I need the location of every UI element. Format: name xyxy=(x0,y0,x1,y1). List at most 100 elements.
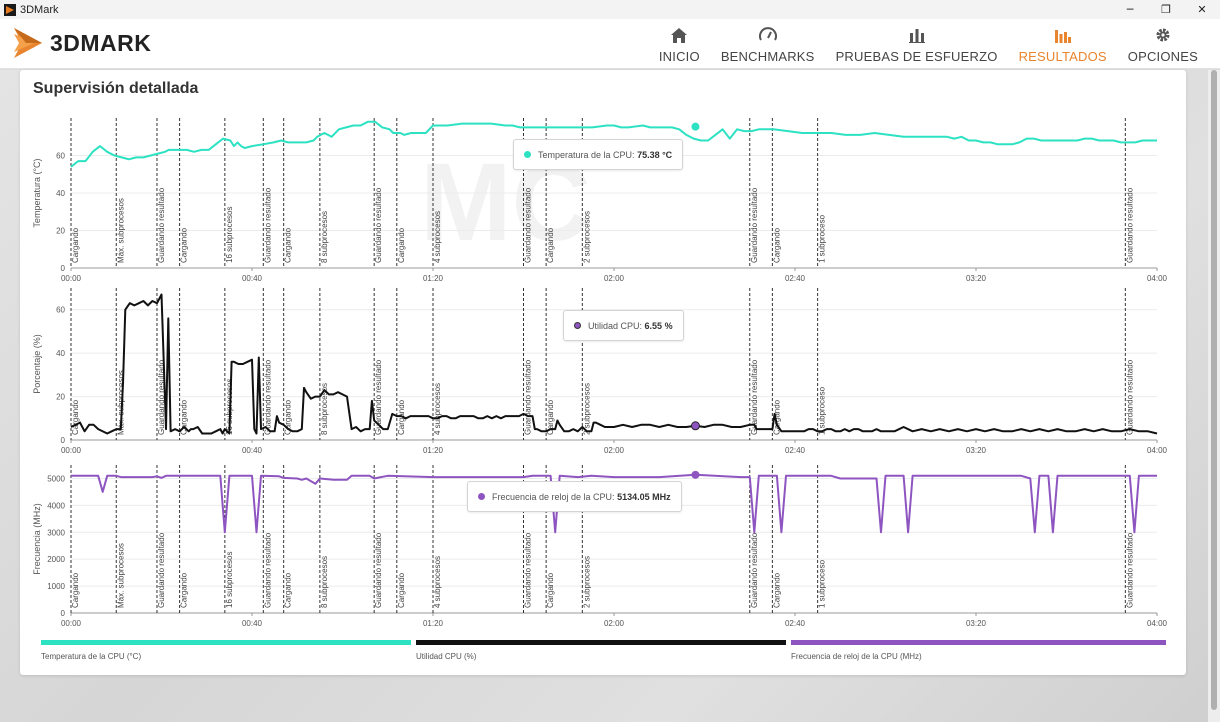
main-nav: INICIO BENCHMARKS PRUEBAS DE ESFUERZO RE… xyxy=(638,19,1198,69)
phase-marker-label: Cargando xyxy=(284,227,293,263)
phase-marker-label: Máx. subprocesos xyxy=(116,543,125,608)
phase-marker-label: 2 subprocesos xyxy=(582,556,591,608)
phase-marker-label: Guardando resultado xyxy=(524,359,533,435)
series-line xyxy=(71,473,1157,534)
nav-label: BENCHMARKS xyxy=(720,49,815,64)
gauge-icon xyxy=(758,25,778,45)
phase-marker-label: Máx. subprocesos xyxy=(116,198,125,263)
gear-icon xyxy=(1153,25,1173,45)
x-tick-label: 04:00 xyxy=(1147,619,1168,628)
x-tick-label: 01:20 xyxy=(423,446,444,455)
x-tick-label: 00:40 xyxy=(242,274,263,283)
x-tick-label: 02:00 xyxy=(604,274,625,283)
y-tick-label: 3000 xyxy=(47,528,65,537)
vertical-scrollbar[interactable] xyxy=(1208,70,1220,722)
x-tick-label: 02:00 xyxy=(604,446,625,455)
legend-util[interactable]: Utilidad CPU (%) xyxy=(416,640,786,664)
freq-tooltip: Frecuencia de reloj de la CPU: 5134.05 M… xyxy=(467,481,682,512)
phase-marker-label: Cargando xyxy=(772,572,781,608)
phase-marker-label: Cargando xyxy=(546,227,555,263)
phase-marker-label: 4 subprocesos xyxy=(433,211,442,263)
phase-marker-label: Guardando resultado xyxy=(750,532,759,608)
phase-marker-label: Cargando xyxy=(772,399,781,435)
nav-pruebas-de-esfuerzo[interactable]: PRUEBAS DE ESFUERZO xyxy=(836,19,998,69)
freq-dot-icon xyxy=(478,493,485,500)
window-controls: ─ ❐ ✕ xyxy=(1112,0,1220,19)
phase-marker-label: Máx. subprocesos xyxy=(116,370,125,435)
logo-text: 3DMARK xyxy=(50,29,152,56)
phase-marker-label: Cargando xyxy=(284,572,293,608)
logo[interactable]: 3DMARK xyxy=(14,24,151,62)
phase-marker-label: 8 subprocesos xyxy=(320,383,329,435)
phase-marker-label: Guardando resultado xyxy=(1125,187,1134,263)
legend-label: Frecuencia de reloj de la CPU (MHz) xyxy=(791,652,922,661)
y-tick-label: 60 xyxy=(56,152,65,161)
phase-marker-label: Cargando xyxy=(284,399,293,435)
x-tick-label: 00:00 xyxy=(61,274,82,283)
phase-marker-label: 8 subprocesos xyxy=(320,556,329,608)
legend-temp[interactable]: Temperatura de la CPU (°C) xyxy=(41,640,411,664)
phase-marker-label: 1 subproceso xyxy=(818,559,827,608)
3dmark-wing-icon xyxy=(14,28,42,58)
phase-marker-label: Cargando xyxy=(397,572,406,608)
maximize-button[interactable]: ❐ xyxy=(1161,3,1171,16)
y-tick-label: 20 xyxy=(56,393,65,402)
app-header: 3DMARK INICIO BENCHMARKS PRUEBAS DE ESFU… xyxy=(0,19,1220,69)
phase-marker-label: Cargando xyxy=(71,399,80,435)
y-tick-label: 0 xyxy=(61,609,66,618)
x-tick-label: 03:20 xyxy=(966,619,987,628)
phase-marker-label: Guardando resultado xyxy=(1125,532,1134,608)
phase-marker-label: 2 subprocesos xyxy=(582,383,591,435)
detailed-monitoring-card: Supervisión detallada MC 0 20 40 60 00:00 00:4… xyxy=(20,70,1186,675)
phase-marker-label: 2 subprocesos xyxy=(582,211,591,263)
legend-label: Utilidad CPU (%) xyxy=(416,652,477,661)
nav-benchmarks[interactable]: BENCHMARKS xyxy=(721,19,815,69)
nav-label: INICIO xyxy=(658,49,700,64)
home-icon xyxy=(669,25,689,45)
y-tick-label: 40 xyxy=(56,189,65,198)
x-tick-label: 02:40 xyxy=(785,619,806,628)
scrollbar-thumb[interactable] xyxy=(1211,70,1217,710)
phase-marker-label: 1 subproceso xyxy=(818,386,827,435)
phase-marker-label: Guardando resultado xyxy=(750,187,759,263)
y-tick-label: 60 xyxy=(56,306,65,315)
minimize-button[interactable]: ─ xyxy=(1126,3,1134,16)
phase-marker-label: Guardando resultado xyxy=(374,187,383,263)
stress-bars-icon xyxy=(907,25,927,45)
phase-marker-label: Cargando xyxy=(397,227,406,263)
y-tick-label: 2000 xyxy=(47,555,65,564)
nav-label: OPCIONES xyxy=(1127,49,1198,64)
x-tick-label: 03:20 xyxy=(966,274,987,283)
temp-dot-icon xyxy=(524,151,531,158)
x-tick-label: 00:40 xyxy=(242,619,263,628)
phase-marker-label: 4 subprocesos xyxy=(433,383,442,435)
y-tick-label: 0 xyxy=(61,436,66,445)
close-button[interactable]: ✕ xyxy=(1197,3,1207,16)
phase-marker-label: Cargando xyxy=(180,572,189,608)
y-axis-label: Porcentaje (%) xyxy=(32,334,42,394)
phase-marker-label: Cargando xyxy=(180,399,189,435)
window-title: 3DMark xyxy=(20,3,59,16)
phase-marker-label: Cargando xyxy=(546,572,555,608)
y-axis-label: Temperatura (°C) xyxy=(32,158,42,227)
legend-freq[interactable]: Frecuencia de reloj de la CPU (MHz) xyxy=(791,640,1166,664)
phase-marker-label: Guardando resultado xyxy=(374,359,383,435)
chart-panel-1: 0 20 40 60 00:00 00:40 01:20 02:00 02:40 03:20 04:… xyxy=(32,288,1168,455)
util-tooltip: Utilidad CPU: 6.55 % xyxy=(563,310,684,341)
nav-resultados[interactable]: RESULTADOS xyxy=(1019,19,1107,69)
x-tick-label: 04:00 xyxy=(1147,446,1168,455)
x-tick-label: 04:00 xyxy=(1147,274,1168,283)
phase-marker-label: Guardando resultado xyxy=(263,359,272,435)
nav-opciones[interactable]: OPCIONES xyxy=(1128,19,1198,69)
x-tick-label: 02:40 xyxy=(785,446,806,455)
phase-marker-label: Guardando resultado xyxy=(157,187,166,263)
y-tick-label: 1000 xyxy=(47,582,65,591)
app-logo-icon xyxy=(4,3,16,16)
y-tick-label: 0 xyxy=(61,264,66,273)
tooltip-label: Utilidad CPU: xyxy=(588,320,643,331)
phase-marker-label: Guardando resultado xyxy=(750,359,759,435)
phase-marker-label: Cargando xyxy=(180,227,189,263)
phase-marker-label: 16 subprocesos xyxy=(225,552,234,608)
x-tick-label: 02:00 xyxy=(604,619,625,628)
nav-inicio[interactable]: INICIO xyxy=(659,19,700,69)
